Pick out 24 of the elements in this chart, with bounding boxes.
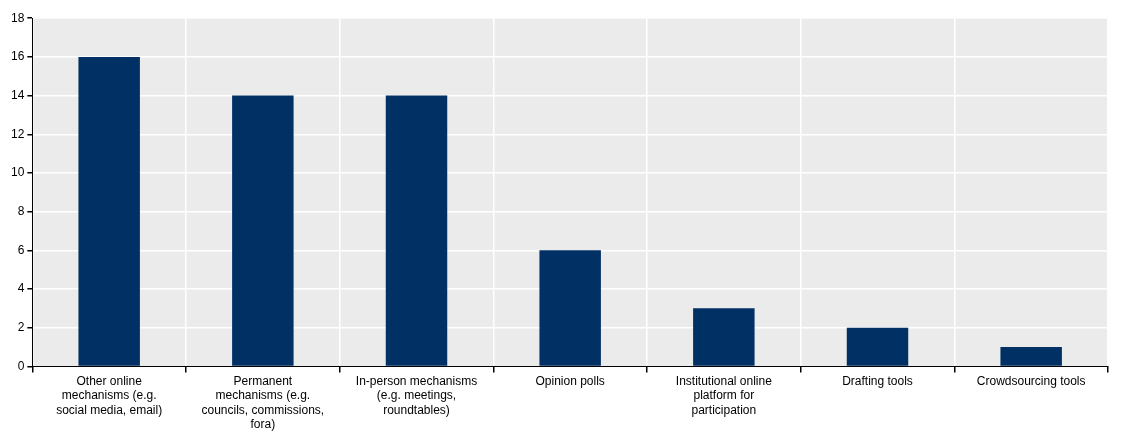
y-tick-label: 2 — [17, 320, 25, 335]
x-tick-label: Permanent mechanisms (e.g. councils, commissions, fora) — [201, 373, 325, 432]
y-tick-label: 10 — [10, 165, 25, 180]
bar — [539, 250, 601, 366]
y-tick-label: 16 — [10, 49, 25, 64]
bar — [385, 95, 448, 366]
x-tick-label: Crowdsourcing tools — [976, 373, 1086, 388]
y-tick-label: 12 — [10, 126, 25, 141]
bar — [78, 56, 140, 366]
bar — [1000, 347, 1062, 366]
x-tick-label: Other online mechanisms (e.g. social media, email) — [56, 373, 163, 417]
x-tick-label: In-person mechanisms (e.g. meetings, roundtables) — [355, 373, 478, 417]
bar — [693, 308, 755, 366]
y-tick-label: 0 — [17, 358, 25, 373]
y-tick-label: 8 — [17, 203, 25, 218]
y-tick-label: 4 — [17, 281, 25, 296]
x-tick-label: Institutional online platform for participation — [675, 373, 773, 417]
y-tick-label: 6 — [17, 242, 25, 257]
bar — [232, 95, 294, 366]
y-tick-label: 18 — [10, 10, 25, 25]
bar — [846, 327, 909, 366]
y-tick-label: 14 — [10, 87, 25, 102]
x-tick-label: Drafting tools — [842, 373, 913, 388]
x-tick-label: Opinion polls — [535, 373, 605, 388]
